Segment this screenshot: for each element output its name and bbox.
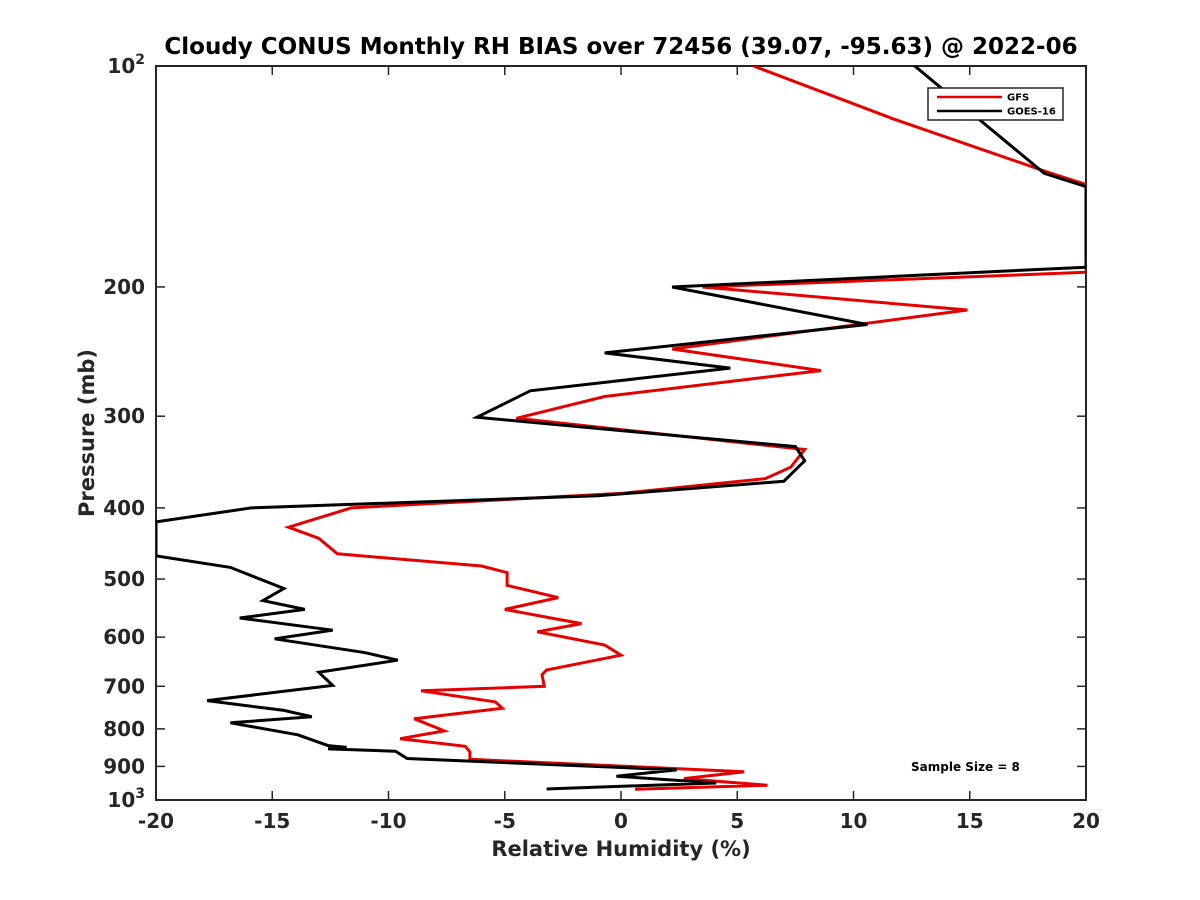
- x-tick-label: -5: [494, 809, 516, 833]
- x-tick-label: 5: [730, 809, 744, 833]
- y-tick-label: 900: [103, 754, 145, 778]
- y-tick-labels: 102 200 300 400 500 600 700 800 900 103: [103, 52, 145, 812]
- legend-box: [927, 87, 1064, 121]
- ticks-layer: [155, 65, 1087, 801]
- y-tick-label: 800: [103, 717, 145, 741]
- series-line-gfs: [283, 66, 1086, 791]
- y-axis-label: Pressure (mb): [75, 349, 99, 517]
- y-tick-label: 400: [103, 496, 145, 520]
- y-tick-label: 700: [103, 674, 145, 698]
- x-tick-labels: -20 -15 -10 -5 0 5 10 15 20: [138, 809, 1100, 833]
- x-axis-label: Relative Humidity (%): [491, 837, 750, 861]
- y-tick-label: 600: [103, 625, 145, 649]
- y-tick-label: 200: [103, 275, 145, 299]
- sample-size-annotation: Sample Size = 8: [911, 760, 1020, 774]
- plot-area: [155, 65, 1087, 801]
- x-tick-label: -20: [138, 809, 174, 833]
- chart-title: Cloudy CONUS Monthly RH BIAS over 72456 …: [164, 34, 1077, 60]
- legend-label-gfs: GFS: [1007, 93, 1029, 104]
- y-tick-label: 500: [103, 567, 145, 591]
- y-tick-label: 103: [107, 786, 145, 812]
- legend-label-goes16: GOES-16: [1007, 107, 1056, 118]
- x-tick-label: 0: [614, 809, 628, 833]
- x-tick-label: -15: [254, 809, 290, 833]
- legend: GFS GOES-16: [927, 87, 1064, 121]
- x-tick-label: 10: [840, 809, 868, 833]
- x-tick-label: -10: [370, 809, 406, 833]
- series-layer: [156, 66, 1086, 791]
- series-line-goes16: [156, 66, 1086, 791]
- x-tick-label: 15: [956, 809, 984, 833]
- x-tick-label: 20: [1072, 809, 1100, 833]
- y-tick-label: 300: [103, 404, 145, 428]
- y-tick-label: 102: [107, 52, 145, 78]
